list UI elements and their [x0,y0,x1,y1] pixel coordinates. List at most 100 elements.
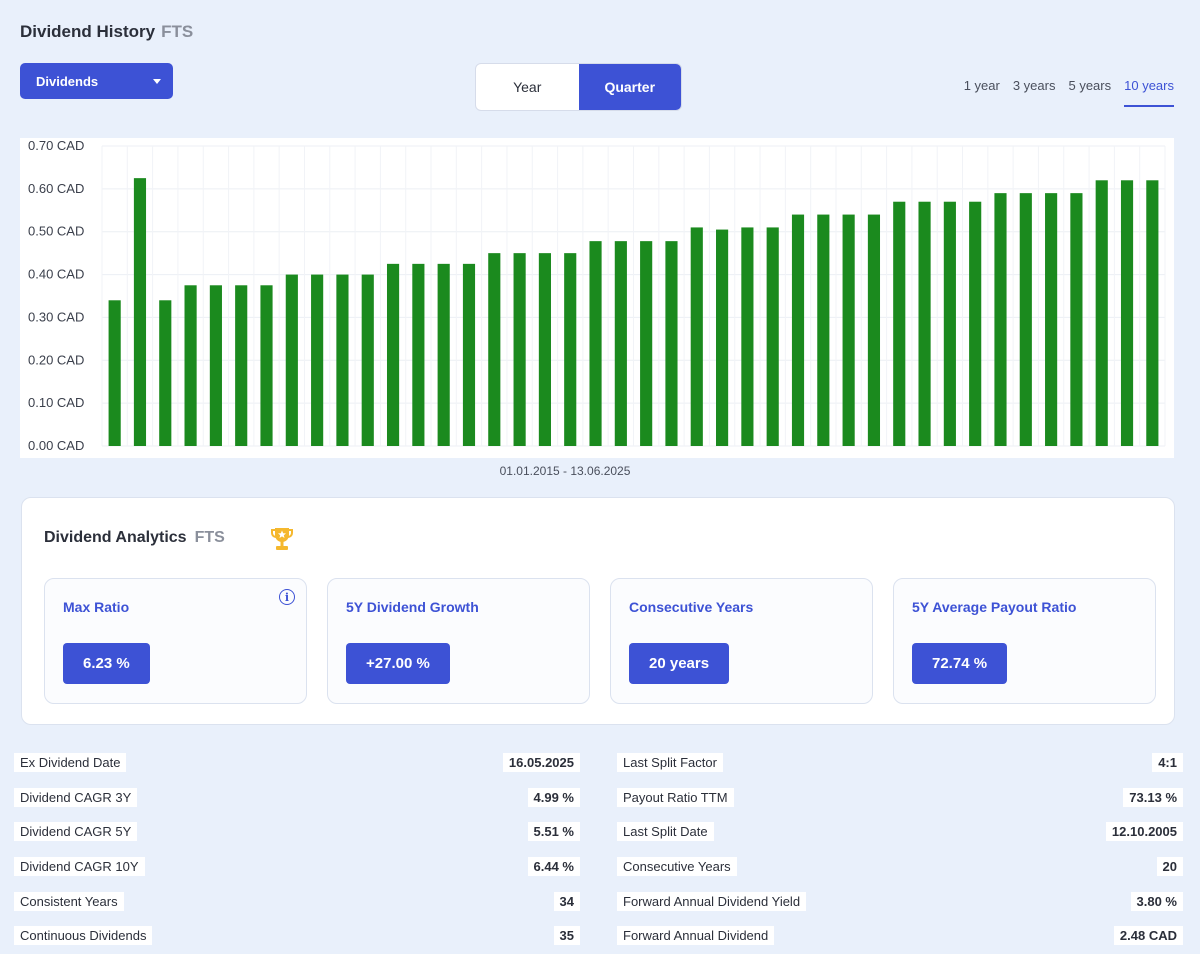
stat-row: Dividend CAGR 5Y 5.51 % [14,814,580,849]
dividend-chart: 0.00 CAD 0.10 CAD 0.20 CAD 0.30 CAD 0.40 CAD… [20,138,1174,458]
chart-bar[interactable] [665,241,678,446]
y-tick-label: 0.10 CAD [28,395,84,410]
stat-key: Last Split Date [617,822,714,842]
stat-value: 73.13 % [1123,787,1183,807]
stat-key: Ex Dividend Date [14,752,127,772]
analytics-ticker: FTS [194,529,225,546]
dividend-analytics-panel: Dividend Analytics FTS Max Ratio i 6.23 … [21,497,1175,725]
card-value: 6.23 % [63,643,150,684]
dividend-chart-svg: 0.00 CAD 0.10 CAD 0.20 CAD 0.30 CAD 0.40 CAD… [28,138,1166,453]
chart-bar[interactable] [1070,193,1083,446]
chart-bar[interactable] [1146,180,1159,446]
stat-key: Payout Ratio TTM [617,787,734,807]
chart-bar[interactable] [513,253,526,446]
chart-bar[interactable] [386,263,400,446]
stat-row: Consecutive Years 20 [617,849,1183,884]
stat-key: Dividend CAGR 10Y [14,856,145,876]
chart-bar[interactable] [690,227,703,446]
chart-bar[interactable] [108,300,121,446]
chart-bar[interactable] [133,178,147,446]
y-tick-label: 0.50 CAD [28,224,84,239]
info-icon[interactable]: i [279,589,295,605]
chart-bar[interactable] [285,274,298,446]
range-tabs: 1 year 3 years 5 years 10 years [964,78,1174,107]
card-label: 5Y Dividend Growth [346,599,479,615]
chart-bar[interactable] [867,214,881,446]
stat-value: 5.51 % [527,822,580,842]
chart-bar[interactable] [1120,180,1134,446]
chart-bar[interactable] [589,241,602,446]
y-tick-label: 0.00 CAD [28,438,84,453]
stat-value: 6.44 % [527,856,580,876]
chart-bar[interactable] [1095,180,1108,446]
chart-bar[interactable] [336,274,349,446]
chart-bar[interactable] [969,201,982,446]
card-label: Max Ratio [63,599,130,615]
chart-bar[interactable] [412,263,425,446]
chart-bar[interactable] [311,274,324,446]
chart-bar[interactable] [564,253,577,446]
chart-bar[interactable] [741,227,754,446]
y-tick-label: 0.60 CAD [28,181,84,196]
chart-bar[interactable] [538,253,551,446]
card-label: 5Y Average Payout Ratio [912,599,1077,615]
toggle-quarter[interactable]: Quarter [578,64,681,110]
chart-bar[interactable] [943,201,956,446]
chart-bar[interactable] [716,229,729,446]
page-title: Dividend History FTS [20,22,193,42]
analytics-title-text: Dividend Analytics [44,529,187,546]
stat-row: Dividend CAGR 10Y 6.44 % [14,849,580,884]
stat-value: 12.10.2005 [1105,822,1183,842]
chart-bar[interactable] [462,263,476,446]
analytics-title: Dividend Analytics FTS [44,529,225,547]
stat-row: Payout Ratio TTM 73.13 % [617,780,1183,815]
chart-bar[interactable] [437,263,450,446]
stat-value: 4.99 % [527,787,580,807]
chart-bar[interactable] [918,201,931,446]
stat-key: Dividend CAGR 5Y [14,822,138,842]
analytics-cards: Max Ratio i 6.23 % 5Y Dividend Growth +2… [44,578,1156,704]
range-10-years[interactable]: 10 years [1124,78,1174,107]
chart-bar[interactable] [640,241,653,446]
chart-bar[interactable] [994,193,1007,446]
stat-value: 3.80 % [1130,891,1183,911]
stat-key: Last Split Factor [617,752,723,772]
stat-key: Consecutive Years [617,856,737,876]
chart-bar[interactable] [209,285,222,446]
chart-bar[interactable] [766,227,779,446]
stat-row: Continuous Dividends 35 [14,918,580,953]
chart-bar[interactable] [893,201,906,446]
chart-bar[interactable] [159,300,172,446]
chevron-down-icon [153,78,161,84]
card-label: Consecutive Years [629,599,754,615]
chart-bar[interactable] [1045,193,1058,446]
stat-row: Forward Annual Dividend Yield 3.80 % [617,884,1183,919]
chart-bar[interactable] [235,285,248,446]
stats-left: Ex Dividend Date 16.05.2025 Dividend CAGR… [14,745,580,953]
y-tick-label: 0.70 CAD [28,138,84,153]
chart-bar[interactable] [817,214,830,446]
chart-bar[interactable] [488,253,501,446]
stat-row: Last Split Date 12.10.2005 [617,814,1183,849]
chart-bar[interactable] [1019,193,1032,446]
card-value: +27.00 % [346,643,450,684]
toggle-year[interactable]: Year [513,79,542,95]
stat-value: 16.05.2025 [502,752,580,772]
card-value: 20 years [629,643,730,684]
chart-bar[interactable] [260,285,273,446]
chart-bar[interactable] [791,214,805,446]
stat-row: Dividend CAGR 3Y 4.99 % [14,780,580,815]
chart-bar[interactable] [361,274,374,446]
stat-key: Forward Annual Dividend [617,926,775,946]
stat-value: 34 [553,891,580,911]
chart-bar[interactable] [842,214,855,446]
range-5-years[interactable]: 5 years [1068,78,1112,93]
card-consecutive-years: Consecutive Years 20 years [610,578,873,704]
chart-bar[interactable] [614,241,627,446]
range-3-years[interactable]: 3 years [1012,78,1056,93]
stat-key: Continuous Dividends [14,926,153,946]
chart-bar[interactable] [184,285,197,446]
metric-dropdown[interactable]: Dividends [20,63,173,99]
trophy-icon [271,528,293,550]
range-1-year[interactable]: 1 year [963,78,1000,93]
